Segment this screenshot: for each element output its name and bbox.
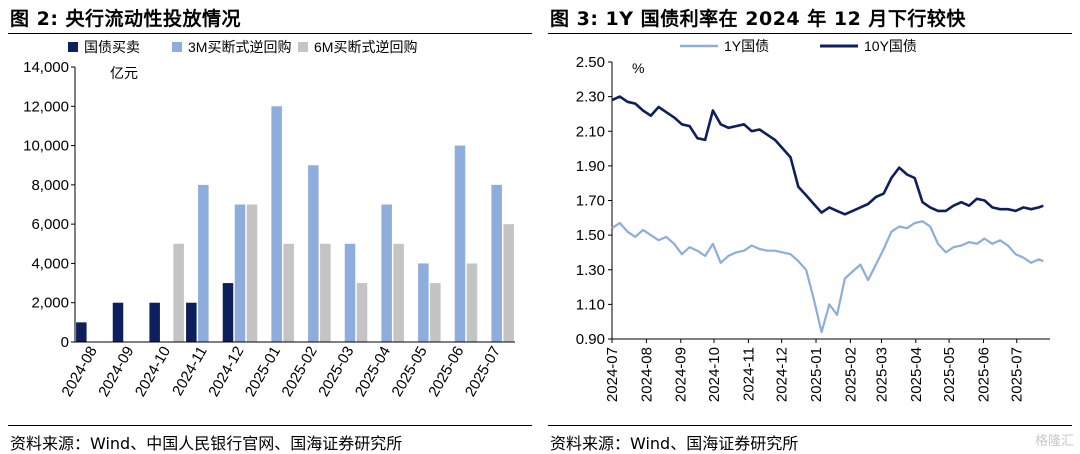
bar-3M买断式逆回购-2024-12 <box>234 204 246 342</box>
bar-国债买卖-2024-12 <box>222 283 234 342</box>
left-figure-panel: 图 2: 央行流动性投放情况 国债买卖 3M买断式逆回购 6M买断式逆回购 亿元 0… <box>0 0 540 453</box>
line-x-tick-label: 2025-04 <box>908 347 925 402</box>
bar-6M买断式逆回购-2024-10 <box>173 243 184 342</box>
bar-chart-x-axis: 2024-082024-092024-102024-112024-122025-… <box>59 341 515 400</box>
right-source-rule <box>548 425 1072 426</box>
line-y-tick-label: 2.50 <box>576 54 605 71</box>
bar-6M买断式逆回购-2025-01 <box>283 243 294 342</box>
bar-chart-y-axis: 0 2,000 4,000 6,000 8,000 10,000 12,000 14,000 <box>23 59 76 351</box>
left-title-rule <box>8 33 532 34</box>
bar-x-tick-label: 2024-10 <box>132 344 174 400</box>
line-legend-label: 1Y国债 <box>724 38 769 54</box>
bar-chart-unit-label: 亿元 <box>110 65 138 81</box>
bar-3M买断式逆回购-2025-06 <box>454 145 466 342</box>
line-chart-y-axis: 0.90 1.10 1.30 1.50 1.70 1.90 2.10 2.30 2.50 <box>576 54 613 348</box>
bar-6M买断式逆回购-2025-02 <box>320 243 331 342</box>
bar-legend-swatch <box>68 42 78 52</box>
left-source-rule <box>8 425 532 426</box>
line-x-tick-label: 2025-07 <box>1009 347 1026 402</box>
line-y-tick-label: 1.50 <box>576 227 605 244</box>
right-figure-panel: 图 3: 1Y 国债利率在 2024 年 12 月下行较快 1Y国债 10Y国债 … <box>540 0 1080 453</box>
bar-y-tick-label: 12,000 <box>23 98 69 115</box>
bar-legend-label: 国债买卖 <box>84 39 140 55</box>
line-chart: 1Y国债 10Y国债 % 0.90 1.10 1.30 1.50 1.70 1.90 2.10… <box>576 38 1050 402</box>
line-x-tick-label: 2024-07 <box>604 347 621 402</box>
line-y-tick-label: 2.30 <box>576 89 605 106</box>
line-x-tick-label: 2024-10 <box>706 347 723 402</box>
bar-chart: 国债买卖 3M买断式逆回购 6M买断式逆回购 亿元 0 2,000 4,000 6,000… <box>23 39 515 400</box>
bar-3M买断式逆回购-2024-11 <box>198 184 209 342</box>
bar-国债买卖-2024-08 <box>76 322 87 342</box>
line-legend-label: 10Y国债 <box>864 38 917 54</box>
left-source-note: 资料来源：Wind、中国人民银行官网、国海证券研究所 <box>10 434 403 453</box>
line-y-tick-label: 1.30 <box>576 262 605 279</box>
line-x-tick-label: 2025-06 <box>975 347 992 402</box>
bar-y-tick-label: 8,000 <box>31 177 69 194</box>
bar-3M买断式逆回购-2025-04 <box>381 204 392 342</box>
bar-6M买断式逆回购-2025-04 <box>393 243 404 342</box>
bar-6M买断式逆回购-2025-06 <box>466 263 478 342</box>
bar-y-tick-label: 4,000 <box>31 255 69 272</box>
line-y-tick-label: 2.10 <box>576 123 605 140</box>
bar-chart-plot-area <box>76 106 514 343</box>
line-series-1Y国债 <box>611 220 1044 334</box>
bar-3M买断式逆回购-2025-03 <box>344 243 356 342</box>
bar-6M买断式逆回购-2025-05 <box>430 283 441 342</box>
right-title-rule <box>548 33 1072 34</box>
line-x-tick-label: 2025-05 <box>941 347 958 402</box>
line-y-tick-label: 0.90 <box>576 331 605 348</box>
line-x-tick-label: 2024-08 <box>638 347 655 402</box>
bar-y-tick-label: 10,000 <box>23 138 69 155</box>
line-x-tick-label: 2025-02 <box>842 347 859 402</box>
right-source-note: 资料来源：Wind、国海证券研究所 <box>550 434 799 453</box>
line-x-tick-label: 2025-01 <box>808 347 825 402</box>
right-figure-title: 图 3: 1Y 国债利率在 2024 年 12 月下行较快 <box>550 8 966 30</box>
line-series-10Y国债 <box>611 95 1044 216</box>
line-x-tick-label: 2025-03 <box>873 347 890 402</box>
bar-3M买断式逆回购-2025-02 <box>308 165 319 342</box>
bar-国债买卖-2024-11 <box>186 302 197 342</box>
bar-y-tick-label: 6,000 <box>31 216 69 233</box>
bar-3M买断式逆回购-2025-07 <box>491 184 502 342</box>
line-x-tick-label: 2024-12 <box>774 347 791 402</box>
bar-x-tick-label: 2025-07 <box>462 344 504 400</box>
line-y-tick-label: 1.90 <box>576 158 605 175</box>
line-chart-unit-label: % <box>632 60 644 76</box>
bar-legend-swatch <box>172 42 182 52</box>
line-x-tick-label: 2024-09 <box>673 347 690 402</box>
bar-国债买卖-2024-09 <box>112 302 124 342</box>
bar-y-tick-label: 2,000 <box>31 295 69 312</box>
watermark-text: 格隆汇 <box>1034 434 1074 449</box>
bar-legend-swatch <box>298 42 308 52</box>
bar-legend-label: 6M买断式逆回购 <box>314 39 417 55</box>
bar-y-tick-label: 14,000 <box>23 59 69 76</box>
left-figure-title: 图 2: 央行流动性投放情况 <box>10 8 242 30</box>
line-chart-legend: 1Y国债 10Y国债 <box>680 38 917 54</box>
bar-legend-label: 3M买断式逆回购 <box>188 39 291 55</box>
line-y-tick-label: 1.70 <box>576 193 605 210</box>
bar-6M买断式逆回购-2024-12 <box>246 204 258 342</box>
bar-6M买断式逆回购-2025-07 <box>503 224 514 342</box>
line-x-tick-label: 2024-11 <box>740 347 757 401</box>
bar-3M买断式逆回购-2025-01 <box>271 106 282 343</box>
line-chart-plot-area <box>611 95 1044 334</box>
bar-y-tick-label: 0 <box>61 334 69 351</box>
line-chart-x-axis: 2024-07 2024-08 2024-09 2024-10 2024-11 2024-… <box>604 338 1050 402</box>
line-y-tick-label: 1.10 <box>576 296 605 313</box>
bar-国债买卖-2024-10 <box>149 302 160 342</box>
bar-3M买断式逆回购-2025-05 <box>418 263 429 342</box>
bar-chart-legend: 国债买卖 3M买断式逆回购 6M买断式逆回购 <box>68 39 417 55</box>
bar-6M买断式逆回购-2025-03 <box>356 283 368 342</box>
